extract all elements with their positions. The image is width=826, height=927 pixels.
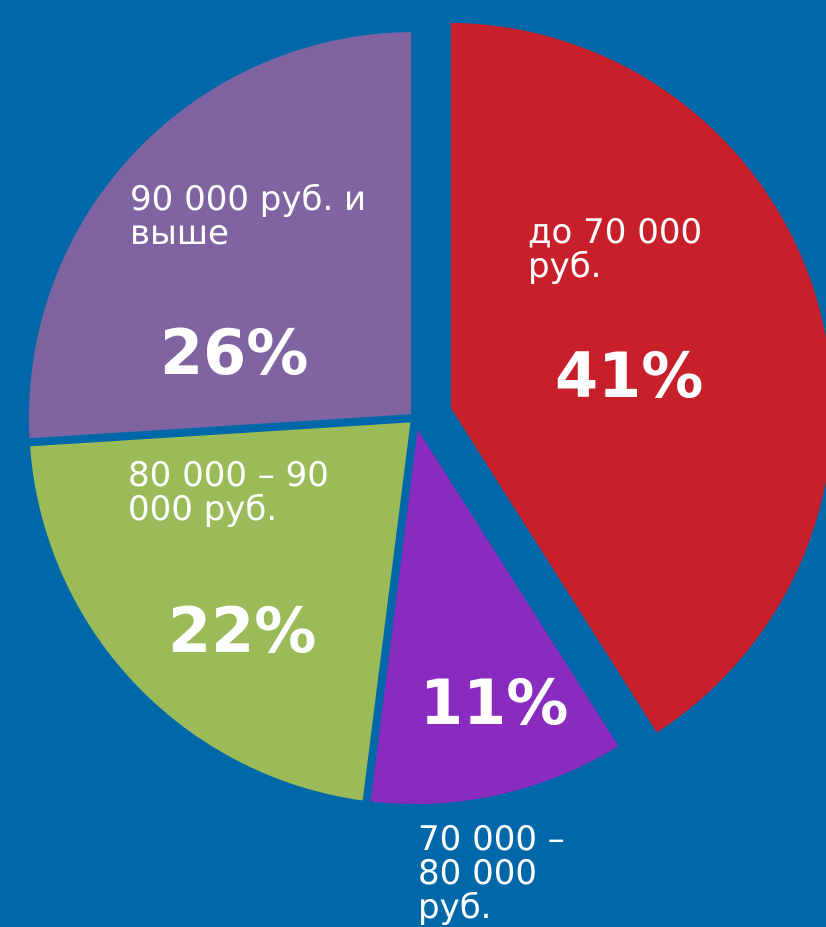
slice-label: до 70 000 руб. — [528, 212, 703, 286]
pie-slice — [21, 413, 420, 810]
value-label: 22% — [168, 594, 317, 667]
value-label: 41% — [555, 339, 704, 412]
pie-canvas — [21, 14, 826, 812]
pie-slice — [21, 23, 419, 447]
slice-label: 90 000 руб. и выше — [130, 179, 367, 253]
pie-slice — [442, 14, 826, 744]
pie-slice — [361, 406, 630, 812]
value-label: 11% — [420, 666, 569, 739]
value-label: 26% — [160, 316, 309, 389]
slice-label: 70 000 – 80 000 руб. — [418, 819, 565, 927]
chart: до 70 000 руб. 41% 70 000 – 80 000 руб. 11%… — [21, 14, 826, 924]
slice-label: 80 000 – 90 000 руб. — [128, 455, 329, 529]
